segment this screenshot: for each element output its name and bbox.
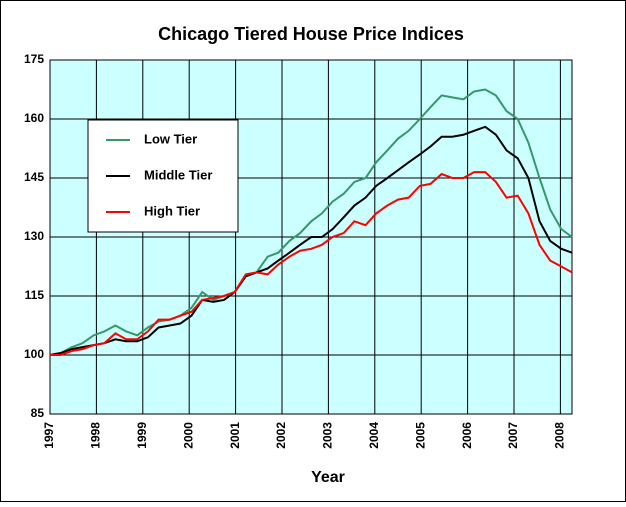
y-tick-label: 100 bbox=[24, 347, 44, 361]
x-tick-label: 2004 bbox=[367, 422, 381, 449]
y-tick-label: 175 bbox=[24, 52, 44, 66]
legend-label: Low Tier bbox=[144, 131, 197, 146]
x-tick-label: 1997 bbox=[42, 422, 56, 449]
x-tick-label: 2008 bbox=[553, 422, 567, 449]
x-tick-label: 2001 bbox=[228, 422, 242, 449]
x-tick-label: 2003 bbox=[321, 422, 335, 449]
line-series bbox=[49, 125, 573, 356]
y-tick-label: 160 bbox=[24, 111, 44, 125]
line-series bbox=[50, 171, 573, 356]
y-tick-label: 85 bbox=[31, 406, 45, 420]
x-axis-label: Year bbox=[311, 469, 345, 486]
line-series bbox=[49, 88, 573, 356]
x-tick-label: 2006 bbox=[460, 422, 474, 449]
x-tick-label: 1999 bbox=[135, 422, 149, 449]
y-tick-label: 130 bbox=[24, 229, 44, 243]
legend-label: High Tier bbox=[144, 203, 200, 218]
legend-label: Middle Tier bbox=[144, 167, 212, 182]
x-tick-label: 2002 bbox=[274, 422, 288, 449]
y-tick-label: 115 bbox=[25, 288, 45, 302]
x-tick-label: 1998 bbox=[89, 422, 103, 449]
x-tick-label: 2005 bbox=[413, 422, 427, 449]
x-tick-label: 2000 bbox=[181, 422, 195, 449]
y-tick-label: 145 bbox=[24, 170, 44, 184]
x-tick-label: 2007 bbox=[506, 422, 520, 449]
chart-title: Chicago Tiered House Price Indices bbox=[158, 24, 464, 44]
